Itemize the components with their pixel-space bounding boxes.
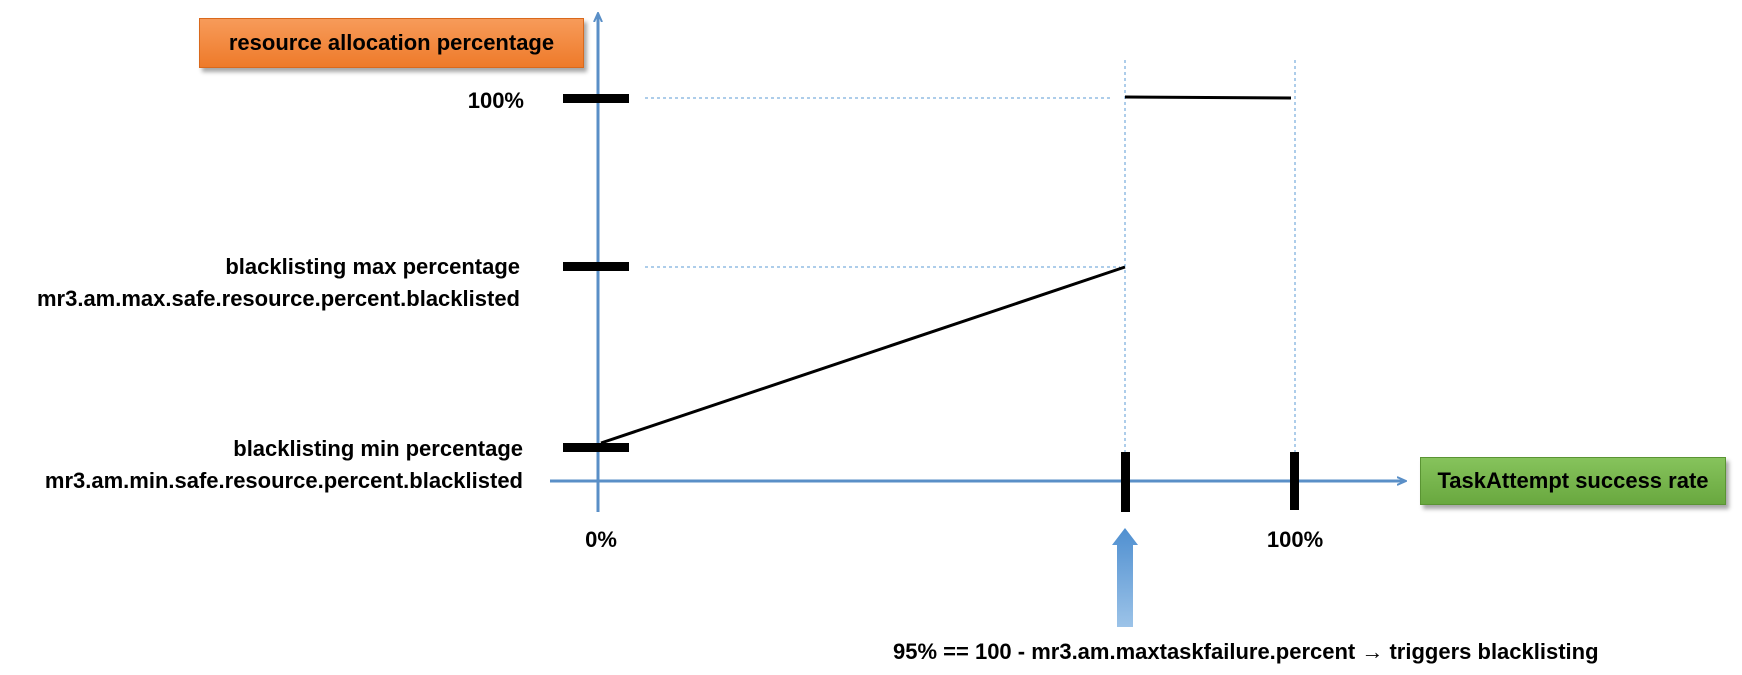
y-label-max-title: blacklisting max percentage [225,254,520,279]
y-axis-title: resource allocation percentage [199,18,584,68]
x-tick-95 [1121,452,1130,512]
y-label-max-param: mr3.am.max.safe.resource.percent.blackli… [36,286,520,311]
y-tick-max [563,262,629,271]
up-arrow-icon [1112,528,1138,627]
ramp-line [600,265,1126,445]
y-tick-100 [563,94,629,103]
x-label-100: 100% [1266,527,1324,552]
y-tick-min [563,443,629,452]
y-label-100: 100% [467,88,524,113]
x-axis-title: TaskAttempt success rate [1420,457,1726,505]
y-label-min-title: blacklisting min percentage [233,436,523,461]
y-label-min-param: mr3.am.min.safe.resource.percent.blackli… [44,468,523,493]
x-label-0: 0% [585,527,617,552]
x-tick-100 [1290,452,1299,510]
threshold-annotation: 95% == 100 - mr3.am.maxtaskfailure.perce… [893,639,1599,664]
plateau-line [1124,95,1292,100]
